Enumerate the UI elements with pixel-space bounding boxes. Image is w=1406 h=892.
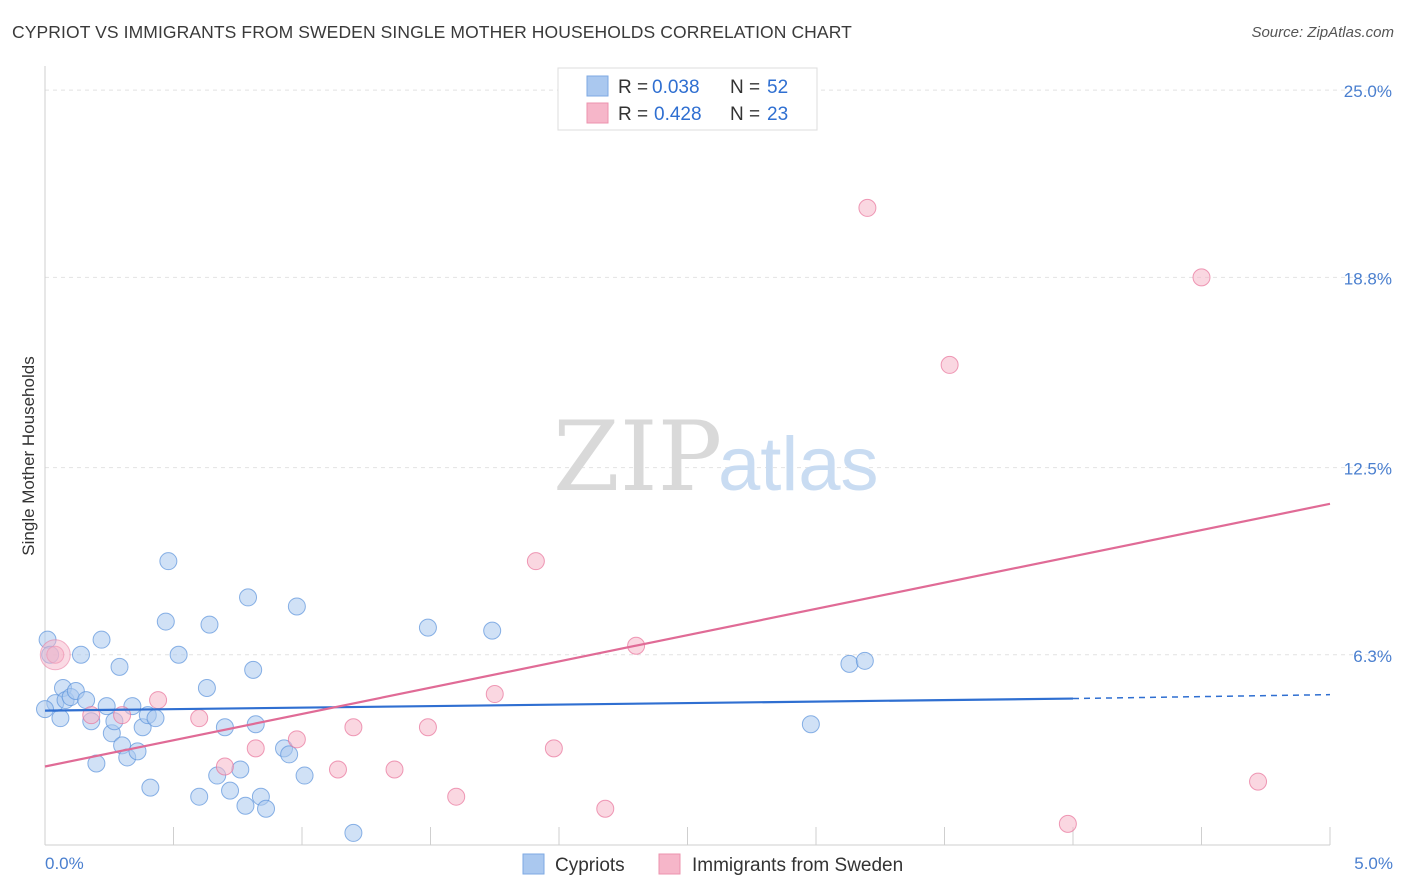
bottom-legend-label-cypriots: Cypriots [555,855,625,876]
legend-n-label: N = [730,77,760,98]
legend-r-value: 0.038 [652,77,700,98]
bottom-legend-swatch-sweden [658,853,681,875]
cypriot-point [280,745,299,764]
sweden-point [344,718,363,737]
y-tick-label: 25.0% [1344,82,1392,101]
trend-lines [44,502,1331,768]
legend-r-value: 0.428 [654,104,702,125]
cypriot-point [146,709,165,728]
watermark-atlas: atlas [718,422,879,507]
sweden-point [418,718,437,737]
y-tick-label: 12.5% [1344,460,1392,479]
cypriot-point [855,651,874,670]
cypriot-point [36,700,54,719]
sweden-point [858,198,877,217]
cypriot-point [97,697,116,716]
legend-n-label: N = [730,104,760,125]
legend-r-label: R = [618,104,648,125]
sweden-point [385,760,404,779]
cypriot-trend-extension [1072,693,1331,700]
x-tick-label: 0.0% [45,854,84,873]
cypriot-point [156,612,175,631]
sweden-point [215,757,234,776]
sweden-point [328,760,347,779]
x-tick-label: 5.0% [1354,854,1393,873]
cypriot-point [71,645,90,664]
cypriot-point [840,654,859,673]
sweden-point [447,787,466,806]
data-points [36,198,1268,842]
cypriot-point [77,691,96,710]
cypriot-point [418,618,437,637]
sweden-point [149,691,168,710]
sweden-point [1249,772,1268,791]
cypriot-point [801,715,820,734]
cypriot-point [159,552,178,571]
sweden-point [940,355,959,374]
sweden-point [246,739,265,758]
cypriot-point [257,799,276,818]
bottom-legend-swatch-cypriots [522,853,545,875]
cypriot-point [51,709,70,728]
cypriot-point [215,718,234,737]
y-tick-label: 6.3% [1353,647,1392,666]
legend-r-label: R = [618,77,648,98]
watermark-zip: ZIP [553,401,722,513]
sweden-point [596,799,615,818]
legend-swatch-sweden [586,102,609,124]
sweden-point [526,552,545,571]
legend: R = 0.038 N = 52 R = 0.428 N = 23 [557,67,818,131]
legend-swatch-cypriots [586,75,609,97]
cypriot-point [236,796,255,815]
cypriot-point [92,630,111,649]
sweden-point [1192,268,1211,287]
bottom-legend-label-sweden: Immigrants from Sweden [692,855,903,876]
y-tick-label: 18.8% [1344,269,1392,288]
grid-lines [45,89,1390,656]
cypriot-point [221,781,240,800]
cypriot-point [200,615,219,634]
cypriot-point [344,823,363,842]
watermark: ZIP atlas [553,401,879,513]
bottom-legend: Cypriots Immigrants from Sweden [522,853,903,876]
cypriot-point [169,645,188,664]
source-label: Source: ZipAtlas.com [1251,24,1394,41]
sweden-point [1058,814,1077,833]
cypriot-trend-line [44,697,1074,712]
cypriot-point [141,778,160,797]
sweden-point [190,709,209,728]
cypriot-point [287,597,306,616]
cypriot-point [190,787,209,806]
cypriot-point [295,766,314,785]
cypriot-point [483,621,502,640]
sweden-point [113,706,132,725]
x-tick-labels: 0.0% 5.0% [45,854,1393,873]
y-axis-label: Single Mother Households [19,356,38,555]
sweden-point [485,685,504,704]
sweden-point [287,730,306,749]
cypriot-point [239,588,258,607]
cypriot-point [197,678,216,697]
y-tick-labels: 6.3% 12.5% 18.8% 25.0% [1344,82,1392,666]
cypriot-point [231,760,250,779]
chart-title: CYPRIOT VS IMMIGRANTS FROM SWEDEN SINGLE… [12,22,852,42]
sweden-trend-line [44,502,1331,768]
cypriot-point [110,657,129,676]
cypriot-point [244,660,263,679]
sweden-point [544,739,563,758]
legend-n-value: 23 [767,104,788,125]
sweden-point-large [39,639,71,671]
legend-n-value: 52 [767,77,788,98]
